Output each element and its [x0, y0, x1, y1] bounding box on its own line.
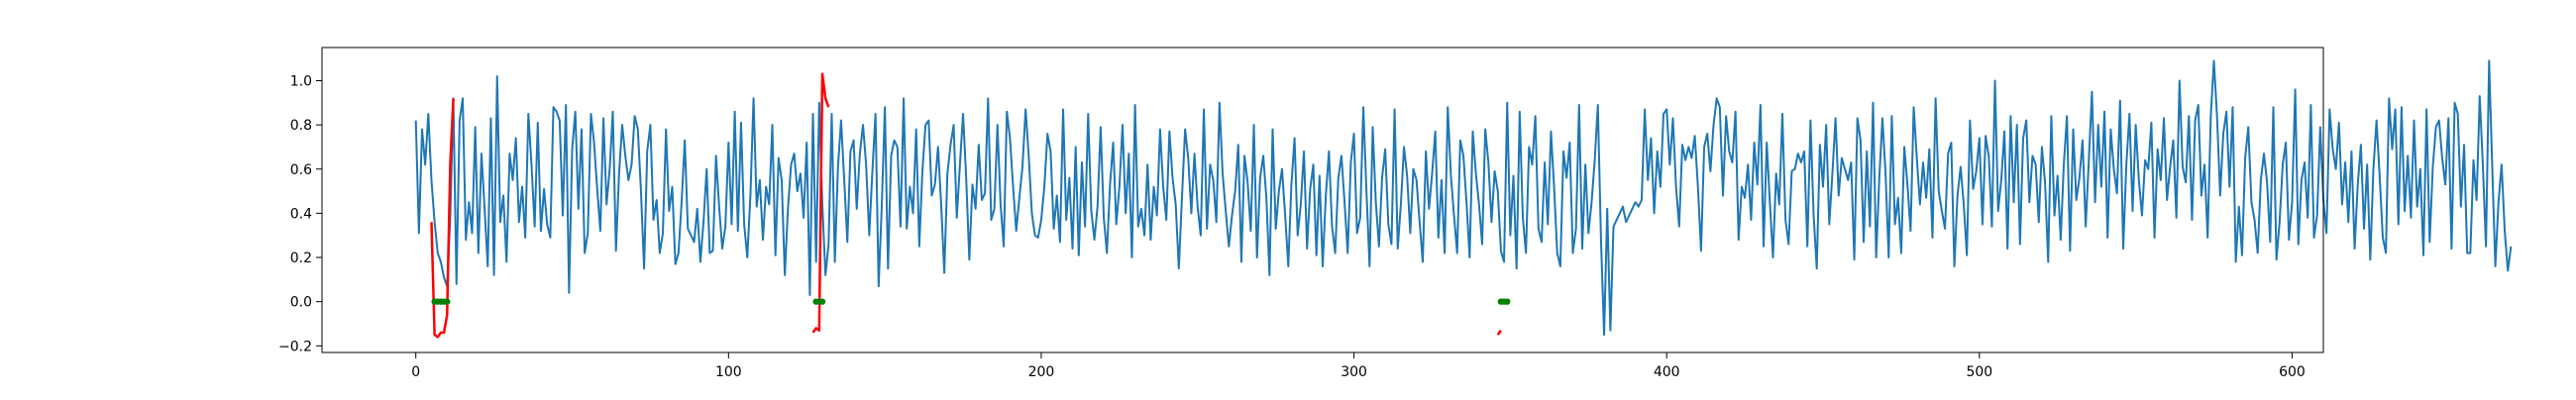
series-layer [414, 59, 2513, 337]
y-tick-label: 0.2 [290, 250, 312, 266]
x-axis: 0 100 200 300 400 500 600 [411, 352, 2306, 380]
marker-point-2-2 [1504, 298, 1511, 305]
y-tick-label: 0.6 [290, 162, 312, 178]
x-tick-label: 600 [2279, 364, 2306, 380]
x-tick-label: 200 [1028, 364, 1055, 380]
x-tick-label: 300 [1341, 364, 1367, 380]
x-tick-label: 100 [715, 364, 742, 380]
x-tick-label: 500 [1966, 364, 1992, 380]
x-tick-label: 0 [411, 364, 420, 380]
series-line-0 [414, 59, 2513, 337]
x-tick-label: 400 [1654, 364, 1680, 380]
y-tick-label: 0.0 [290, 295, 312, 311]
y-axis: −0.2 0.0 0.2 0.4 0.6 0.8 1.0 [278, 73, 322, 354]
highlight-layer [430, 72, 1502, 339]
highlight-segment-2 [1496, 329, 1502, 336]
plot-background [322, 48, 2323, 352]
highlight-segment-1 [811, 72, 830, 334]
y-tick-label: 1.0 [290, 73, 312, 89]
plot-frame [321, 47, 2324, 353]
marker-layer [431, 298, 1511, 305]
highlight-segment-0 [430, 98, 455, 339]
y-tick-label: 0.8 [290, 118, 312, 134]
y-tick-label: −0.2 [278, 339, 312, 354]
y-tick-label: 0.4 [290, 206, 312, 222]
marker-point-0-4 [444, 298, 451, 305]
marker-point-1-2 [818, 298, 826, 305]
